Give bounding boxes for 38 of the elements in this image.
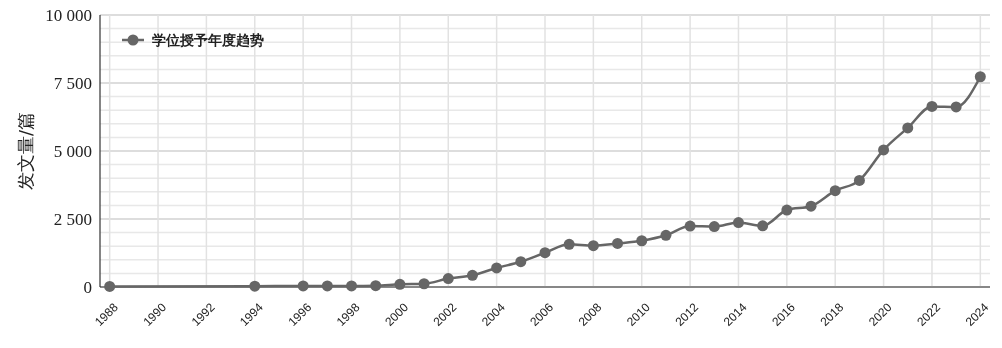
point [394,278,406,290]
y-tick-label: 10 000 [45,5,92,25]
point [878,144,890,156]
point [732,217,744,229]
point [491,262,503,274]
y-axis-title: 发文量/篇 [15,111,37,191]
point [418,278,430,290]
point [950,101,962,113]
point [104,280,116,292]
y-tick-label: 0 [83,277,92,297]
point [684,220,696,232]
point [805,200,817,212]
point [563,238,575,250]
point [249,280,261,292]
point [370,280,382,292]
point [926,100,938,112]
point [515,256,527,268]
point [442,273,454,285]
point [660,229,672,241]
point [321,280,333,292]
point [902,122,914,134]
point [297,280,309,292]
point [829,185,841,197]
point [781,204,793,216]
y-tick-label: 2 500 [53,209,92,229]
point [587,240,599,252]
point [974,71,986,83]
point [708,221,720,233]
point [853,174,865,186]
point [346,280,358,292]
y-tick-label: 5 000 [53,141,92,161]
point [636,235,648,247]
legend-label: 学位授予年度趋势 [152,31,264,48]
point [757,220,769,232]
y-tick-label: 7 500 [53,73,92,93]
point [539,247,551,259]
point [466,269,478,281]
point [612,237,624,249]
